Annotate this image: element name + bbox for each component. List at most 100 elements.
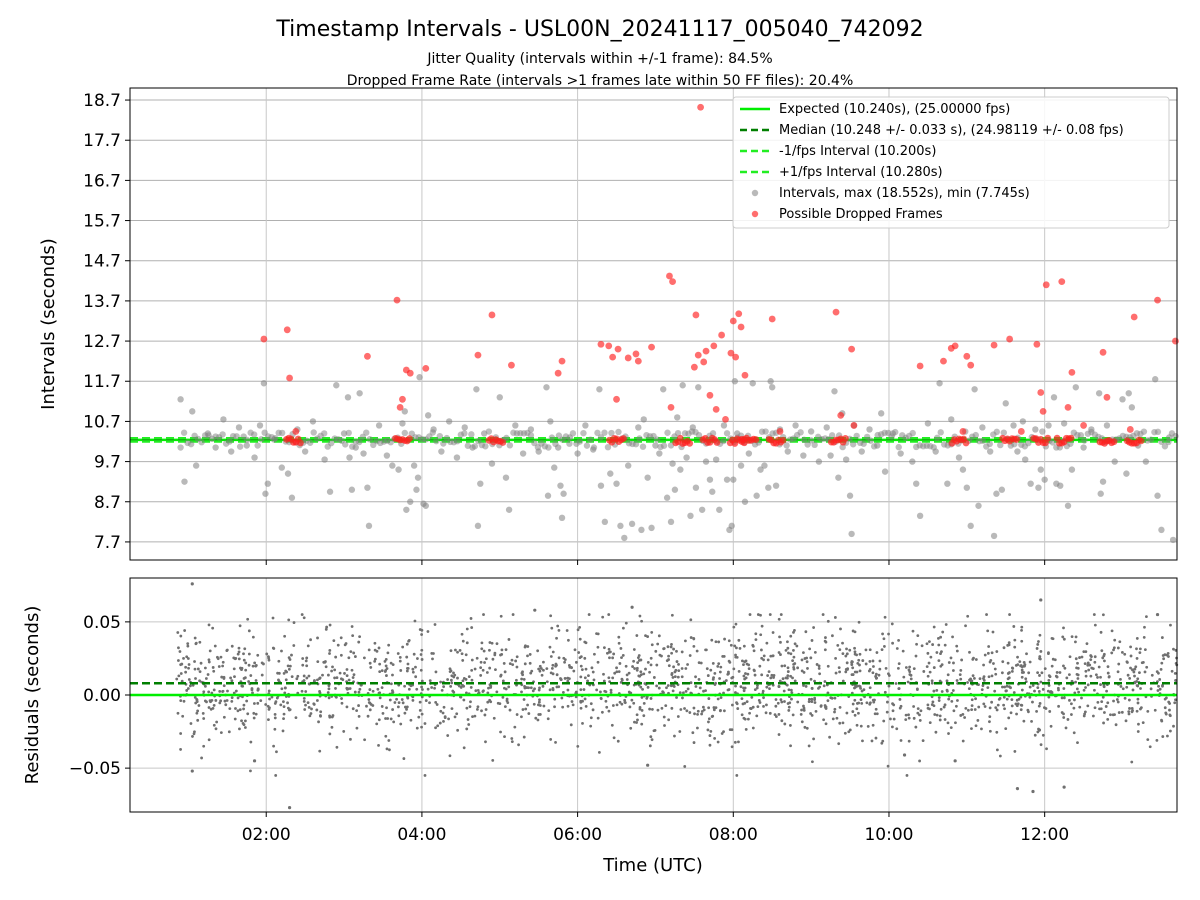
residual-point [998,754,1002,758]
interval-point [997,441,1004,449]
residual-point [629,691,633,695]
residual-point [737,669,741,673]
residual-point [449,649,453,653]
chart-subtitle-dropped: Dropped Frame Rate (intervals >1 frames … [347,73,854,89]
residual-point [771,654,775,658]
residual-point [701,705,705,709]
interval-point [424,412,432,419]
residual-point [994,672,998,676]
interval-point [503,434,510,442]
residual-point [1094,673,1098,677]
residual-point [823,639,827,643]
residual-point [762,654,766,658]
residual-point [373,657,377,661]
residual-point [287,656,291,660]
residual-point [204,677,208,680]
residual-point [375,722,379,726]
interval-point [260,380,268,387]
residual-point [267,658,271,662]
residual-point [995,748,999,752]
dropped-frame-point [940,357,947,365]
interval-point [1010,422,1017,429]
residual-point [237,650,241,654]
residual-point [1039,650,1043,653]
residual-point [1100,700,1104,704]
interval-point [375,422,383,429]
residual-point [1143,648,1147,652]
residual-point [745,662,749,666]
dropped-frame-point [508,361,515,369]
residual-point [479,666,483,670]
residual-point [462,698,466,702]
dropped-frame-point [613,395,620,403]
residual-point [730,703,734,707]
top-dropped-points [260,103,1179,447]
residual-point [377,718,381,722]
residual-point [1037,690,1041,693]
residual-point [490,641,494,645]
residual-point [1096,676,1099,679]
residual-point [233,717,237,721]
dropped-frame-point [990,341,998,349]
residual-point [629,726,633,730]
interval-point [797,429,804,436]
residual-point [377,646,381,650]
residual-point [809,712,812,715]
residual-point [810,713,814,717]
residual-point [617,641,621,645]
residual-point [1006,672,1010,675]
residual-point [464,677,468,681]
residual-point [792,655,796,659]
residual-point [781,677,785,681]
residual-point [631,665,634,668]
residual-point [891,702,894,706]
residual-point [591,708,595,712]
residual-point [465,641,469,645]
residual-point [838,721,842,725]
residual-point [527,686,530,690]
residual-point [419,653,423,656]
residual-point [559,678,563,681]
residual-point [667,658,670,661]
residual-point [521,708,525,711]
residual-point [482,613,485,616]
interval-point [1014,448,1021,455]
residual-point [857,684,861,688]
interval-point [993,428,1000,436]
residual-point [242,707,245,711]
residual-point [858,669,862,673]
interval-point [482,443,489,450]
residual-point [420,628,424,632]
residual-point [499,614,503,618]
residual-point [326,673,330,677]
interval-point [342,441,349,448]
residual-point [988,706,992,710]
residual-point [779,653,782,656]
residual-point [853,650,857,654]
residual-point [633,720,636,724]
residual-point [971,674,975,678]
residual-point [268,697,271,701]
interval-point [399,420,406,427]
residual-point [1062,626,1065,630]
dropped-frame-point [1064,403,1072,411]
residual-point [602,672,605,676]
residual-point [251,691,254,695]
residual-point [990,700,994,704]
interval-point [1035,484,1042,491]
residual-point [771,631,775,634]
residual-point [1015,698,1019,702]
residual-point [1043,667,1047,671]
residual-point [267,718,270,722]
residual-point [697,678,701,681]
residual-point [398,659,402,663]
interval-point [800,452,807,459]
residual-point [1127,698,1131,702]
interval-point [828,432,836,439]
residual-point [476,705,480,709]
residual-point [251,635,255,639]
residual-point [386,717,390,720]
interval-point [1045,422,1052,429]
residual-point [1139,687,1142,690]
residual-point [1113,638,1117,642]
